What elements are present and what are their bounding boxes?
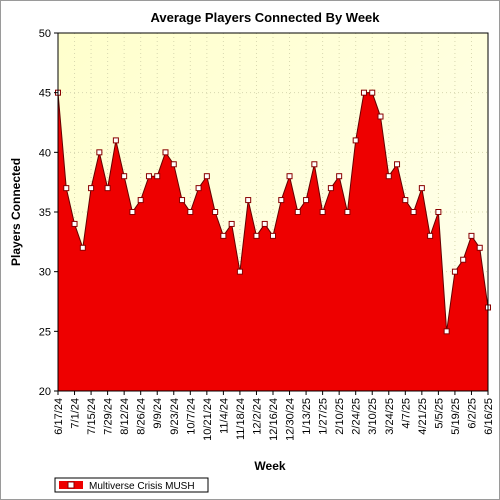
data-point [327, 185, 334, 192]
x-tick-label: 5/5/25 [433, 398, 445, 429]
legend-marker [67, 481, 75, 489]
y-tick-label: 40 [39, 147, 51, 159]
data-point [278, 197, 285, 204]
data-point [402, 197, 409, 204]
x-tick-label: 3/24/25 [384, 398, 396, 435]
data-point [121, 173, 128, 180]
x-tick-label: 4/7/25 [400, 398, 412, 429]
y-axis-title: Players Connected [9, 158, 23, 266]
x-tick-label: 9/23/24 [169, 398, 181, 435]
x-tick-label: 6/17/24 [53, 398, 65, 435]
data-point [451, 268, 458, 275]
x-tick-label: 7/15/24 [86, 398, 98, 435]
x-tick-label: 12/2/24 [251, 398, 263, 435]
data-point [476, 244, 483, 251]
x-tick-label: 11/4/24 [218, 398, 230, 434]
marker-layer [55, 89, 491, 335]
x-tick-label: 5/19/25 [450, 398, 462, 435]
x-tick-label: 1/27/25 [318, 398, 330, 435]
series-area [57, 92, 489, 392]
x-tick-label: 6/2/25 [466, 398, 478, 429]
data-point [63, 185, 70, 192]
data-point [394, 161, 401, 168]
data-point [294, 209, 301, 215]
data-point [96, 149, 103, 156]
y-tick-label: 30 [39, 267, 51, 279]
x-axis-title: Week [254, 459, 285, 473]
x-tick-label: 12/30/24 [285, 398, 297, 441]
x-tick-label: 12/16/24 [268, 398, 280, 441]
data-point [88, 185, 95, 192]
data-point [261, 220, 268, 227]
data-point [170, 161, 177, 168]
data-point [460, 256, 467, 263]
data-point [212, 209, 219, 215]
data-point [319, 209, 326, 215]
data-point [418, 185, 425, 192]
data-point [468, 232, 475, 239]
data-point [245, 197, 252, 204]
data-point [145, 173, 152, 180]
x-tick-label: 1/13/25 [301, 398, 313, 435]
data-point [352, 137, 359, 144]
data-point [344, 209, 351, 215]
x-tick-label: 11/18/24 [235, 398, 247, 440]
data-point [137, 197, 144, 204]
data-point [253, 232, 260, 239]
x-tick-label: 7/1/24 [70, 398, 82, 429]
x-tick-label: 6/16/25 [483, 398, 495, 435]
data-point [369, 89, 376, 96]
x-tick-label: 8/12/24 [119, 398, 131, 435]
x-tick-label: 8/26/24 [136, 398, 148, 435]
data-point [286, 173, 293, 180]
y-tick-label: 25 [39, 326, 51, 338]
legend-box [54, 477, 209, 493]
data-point [435, 209, 442, 215]
legend-label: Multiverse Crisis MUSH [89, 481, 195, 492]
x-tick-label: 2/24/25 [351, 398, 363, 435]
y-tick-label: 45 [39, 88, 51, 100]
data-point [385, 173, 392, 180]
chart-title: Average Players Connected By Week [150, 10, 380, 25]
data-point [228, 220, 235, 227]
data-point [443, 328, 450, 335]
legend: Multiverse Crisis MUSH [54, 477, 209, 493]
y-tick-label: 50 [39, 28, 51, 40]
data-point [303, 197, 310, 204]
x-tick-label: 10/21/24 [202, 398, 214, 441]
x-axis: 6/17/24 7/1/24 7/15/24 7/29/24 8/12/24 8/26/2… [53, 391, 495, 441]
data-point [410, 209, 417, 215]
data-point [129, 209, 136, 215]
data-point [336, 173, 343, 180]
data-point [220, 232, 227, 239]
y-axis: 20 25 30 35 40 45 50 [39, 28, 58, 398]
data-point [360, 89, 367, 96]
data-point [311, 161, 318, 168]
data-point [377, 113, 384, 120]
data-point [104, 185, 111, 192]
data-point [187, 209, 194, 215]
x-tick-label: 4/21/25 [417, 398, 429, 435]
data-point [71, 220, 78, 227]
data-point [154, 173, 161, 180]
data-point [179, 197, 186, 204]
area-layer [57, 92, 489, 392]
data-point [427, 232, 434, 239]
data-point [162, 149, 169, 156]
data-point [79, 244, 86, 251]
y-tick-label: 35 [39, 207, 51, 219]
data-point [112, 137, 119, 144]
data-point [270, 232, 276, 239]
x-tick-label: 10/7/24 [185, 398, 197, 435]
x-tick-label: 3/10/25 [367, 398, 379, 435]
y-tick-label: 20 [39, 386, 51, 398]
x-tick-label: 7/29/24 [103, 398, 115, 435]
x-tick-label: 9/9/24 [152, 398, 164, 429]
x-tick-label: 2/10/25 [334, 398, 346, 435]
data-point [236, 268, 243, 275]
data-point [195, 185, 202, 192]
data-point [203, 173, 210, 180]
